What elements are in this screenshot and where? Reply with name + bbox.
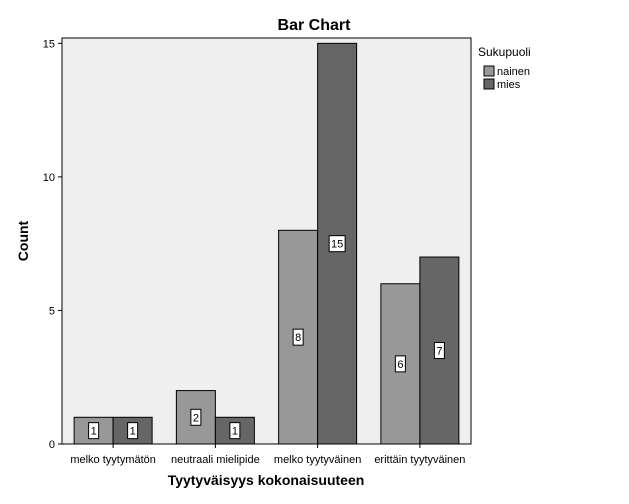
legend-label-nainen: nainen xyxy=(497,66,530,78)
data-label-mies-2: 15 xyxy=(331,239,343,251)
legend-swatch-mies xyxy=(483,78,495,90)
data-label-box xyxy=(190,408,202,426)
data-label-nainen-2: 8 xyxy=(295,332,301,344)
x-tick-label: melko tyytymätön xyxy=(70,454,156,466)
x-axis: melko tyytymätön neutraali mielipide melko… xyxy=(70,444,465,466)
data-label-mies-0: 1 xyxy=(130,426,136,438)
data-label-box xyxy=(292,328,304,346)
data-label-box xyxy=(127,422,139,440)
y-axis: 0 5 10 15 xyxy=(43,38,62,451)
bars-group xyxy=(73,42,460,445)
y-tick-label: 0 xyxy=(49,439,55,451)
data-label-mies-3: 7 xyxy=(436,346,442,358)
data-labels-group: 1 1 2 1 8 15 6 7 xyxy=(88,235,445,440)
data-label-box xyxy=(433,342,445,360)
y-axis-title: Count xyxy=(15,220,31,261)
legend-swatch-nainen xyxy=(483,65,495,77)
data-label-nainen-0: 1 xyxy=(91,426,97,438)
legend-label-mies: mies xyxy=(497,79,521,91)
y-tick-label: 15 xyxy=(43,38,55,50)
data-label-mies-1: 1 xyxy=(232,426,238,438)
y-tick-label: 10 xyxy=(43,172,55,184)
data-label-box xyxy=(328,235,346,253)
x-tick-label: erittäin tyytyväinen xyxy=(374,454,465,466)
legend-title: Sukupuoli xyxy=(478,45,531,59)
data-label-nainen-1: 2 xyxy=(193,412,199,424)
x-tick-label: neutraali mielipide xyxy=(171,454,260,466)
chart-title: Bar Chart xyxy=(278,17,352,34)
y-tick-label: 5 xyxy=(49,305,55,317)
x-tick-label: melko tyytyväinen xyxy=(274,454,361,466)
x-axis-title: Tyytyväisyys kokonaisuuteen xyxy=(168,472,365,488)
data-label-nainen-3: 6 xyxy=(397,359,403,371)
bar-mies-2 xyxy=(317,42,358,445)
bar-nainen-2 xyxy=(278,229,319,445)
data-label-box xyxy=(229,422,241,440)
data-label-box xyxy=(88,422,100,440)
data-label-box xyxy=(394,355,406,373)
